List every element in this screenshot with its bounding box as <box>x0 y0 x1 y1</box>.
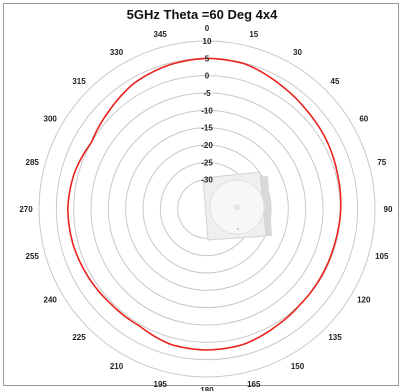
grid-ring <box>90 92 324 326</box>
access-point-image <box>202 171 272 241</box>
radial-tick-label: -25 <box>201 158 213 167</box>
angle-tick-label: 270 <box>19 205 33 214</box>
radial-tick-label: 10 <box>203 37 212 46</box>
angle-tick-label: 180 <box>200 386 214 391</box>
angle-tick-label: 90 <box>384 205 393 214</box>
angle-tick-label: 105 <box>375 252 389 261</box>
chart-title: 5GHz Theta =60 Deg 4x4 <box>126 7 278 22</box>
radial-tick-label: 0 <box>205 72 210 81</box>
angle-tick-label: 165 <box>247 380 261 389</box>
angle-tick-label: 120 <box>357 296 371 305</box>
angle-tick-label: 150 <box>291 362 305 371</box>
radial-tick-label: -30 <box>201 176 213 185</box>
radial-tick-label: -5 <box>203 89 211 98</box>
angle-tick-label: 135 <box>328 333 342 342</box>
angle-tick-label: 240 <box>44 296 58 305</box>
angle-tick-label: 15 <box>249 30 258 39</box>
angle-tick-label: 330 <box>110 48 124 57</box>
radial-tick-label: -10 <box>201 106 213 115</box>
angle-tick-label: 30 <box>293 48 302 57</box>
angle-tick-label: 45 <box>331 77 340 86</box>
radial-tick-label: -15 <box>201 124 213 133</box>
angle-tick-label: 75 <box>377 158 386 167</box>
angle-tick-label: 345 <box>154 30 168 39</box>
grid-ring <box>142 144 272 274</box>
angle-tick-label: 60 <box>359 115 368 124</box>
angle-tick-label: 315 <box>72 77 86 86</box>
angle-tick-label: 225 <box>72 333 86 342</box>
angle-tick-label: 255 <box>26 252 40 261</box>
grid-ring <box>38 40 376 378</box>
grid-ring <box>125 127 289 291</box>
series-line <box>66 57 342 351</box>
angle-tick-label: 195 <box>154 380 168 389</box>
radial-tick-label: 5 <box>205 54 210 63</box>
angle-tick-label: 210 <box>110 362 124 371</box>
grid-ring <box>107 109 307 309</box>
angle-tick-label: 285 <box>26 158 40 167</box>
angle-tick-label: 300 <box>44 115 58 124</box>
angle-tick-label: 0 <box>205 24 210 33</box>
radial-tick-label: -20 <box>201 141 213 150</box>
